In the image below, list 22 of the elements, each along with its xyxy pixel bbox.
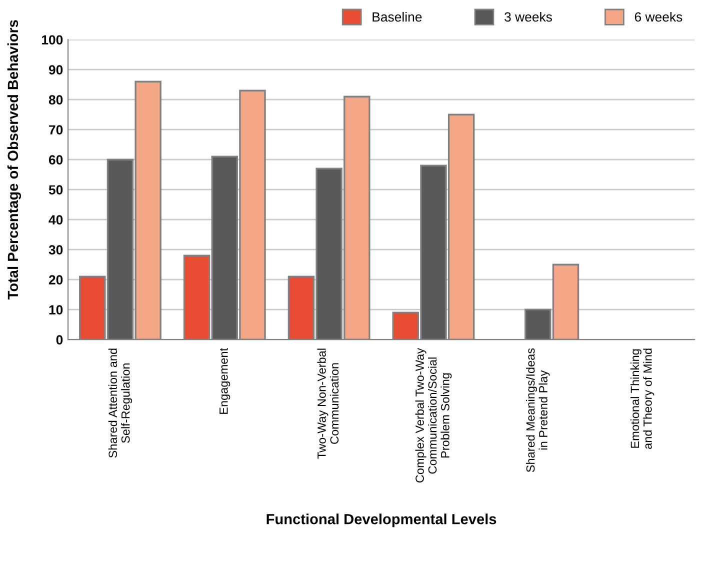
y-tick-label: 60: [48, 155, 63, 165]
y-tick-label: 20: [48, 275, 63, 285]
legend-label: 3 weeks: [504, 12, 552, 22]
x-tick-label: Complex Verbal Two-Way Communication/Social Problem Solving: [415, 348, 452, 482]
x-tick-label: Shared Attention and Self-Regulation: [108, 348, 132, 458]
y-tick-label: 80: [48, 95, 63, 105]
y-tick-label: 50: [48, 185, 63, 195]
y-axis-title: Total Percentage of Observed Behaviors: [7, 20, 22, 300]
y-tick-label: 100: [42, 35, 63, 45]
y-tick-label: 0: [56, 335, 63, 345]
legend-label: Baseline: [372, 12, 422, 22]
y-tick-label: 30: [48, 245, 63, 255]
x-tick-label: Engagement: [220, 348, 230, 414]
legend-label: 6 weeks: [634, 12, 682, 22]
x-tick-label: Emotional Thinking and Theory of Mind: [630, 348, 654, 449]
y-tick-label: 40: [48, 215, 63, 225]
x-axis-title: Functional Developmental Levels: [266, 514, 496, 528]
y-tick-label: 90: [48, 65, 63, 75]
y-tick-label: 70: [49, 125, 63, 135]
x-tick-label: Shared Meanings/Ideas in Pretend Play: [526, 348, 550, 472]
y-tick-label: 10: [49, 305, 63, 315]
x-tick-label: Two-Way Non-Verbal Communication: [317, 348, 339, 459]
